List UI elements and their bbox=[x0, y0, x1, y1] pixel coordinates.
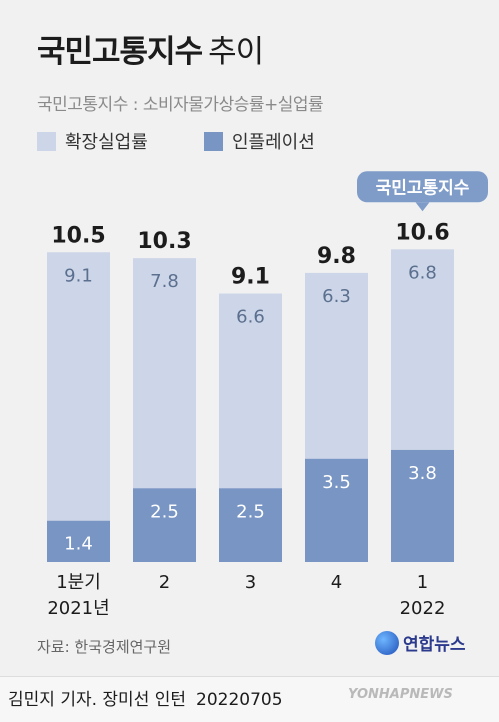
label-unemployment-4: 6.8 bbox=[408, 262, 437, 283]
chart-title: 국민고통지수 추이 bbox=[37, 26, 264, 71]
label-unemployment-1: 7.8 bbox=[150, 271, 179, 292]
label-inflation-1: 2.5 bbox=[150, 501, 179, 522]
x-tick-label-1: 2 bbox=[159, 572, 170, 593]
x-tick-sublabel-4: 2022 bbox=[400, 598, 446, 619]
label-inflation-0: 1.4 bbox=[64, 534, 93, 555]
watermark: YONHAPNEWS bbox=[348, 687, 453, 702]
bar-inflation-0 bbox=[47, 520, 110, 562]
legend-item-unemployment: 확장실업률 bbox=[37, 128, 148, 154]
footer-bar: 김민지 기자. 장미선 인턴 20220705 YONHAPNEWS bbox=[0, 676, 499, 722]
x-tick-label-2: 3 bbox=[245, 572, 256, 593]
credit-date: 20220705 bbox=[196, 690, 283, 710]
legend-label-unemployment: 확장실업률 bbox=[65, 132, 148, 153]
bar-unemployment-1 bbox=[133, 258, 196, 489]
label-unemployment-2: 6.6 bbox=[236, 307, 265, 328]
label-total-2: 9.1 bbox=[231, 265, 270, 290]
label-total-0: 10.5 bbox=[51, 223, 105, 248]
bar-unemployment-0 bbox=[47, 252, 110, 521]
legend-item-inflation: 인플레이션 bbox=[204, 128, 315, 154]
x-tick-label-3: 4 bbox=[331, 572, 342, 593]
bar-unemployment-4 bbox=[391, 249, 454, 450]
stacked-bar-chart: 9.1 1.4 10.5 1분기 2021년 7.8 2.5 10.3 2 6.6 2.5 9.1 3 6… bbox=[47, 171, 488, 619]
label-total-4: 10.6 bbox=[395, 220, 449, 245]
bar-unemployment-3 bbox=[305, 272, 368, 459]
callout-bubble bbox=[357, 171, 488, 203]
source-note: 자료: 한국경제연구원 bbox=[37, 638, 172, 656]
x-tick-label-4: 1 bbox=[417, 572, 428, 593]
label-total-1: 10.3 bbox=[137, 229, 191, 254]
publisher-logo: 연합뉴스 bbox=[375, 630, 466, 655]
chart-subtitle: 국민고통지수 : 소비자물가상승률+실업률 bbox=[37, 95, 324, 115]
credit-names: 김민지 기자. 장미선 인턴 bbox=[8, 690, 187, 710]
label-unemployment-0: 9.1 bbox=[64, 265, 93, 286]
bar-inflation-4 bbox=[391, 449, 454, 562]
label-total-3: 9.8 bbox=[317, 244, 356, 269]
legend-label-inflation: 인플레이션 bbox=[232, 132, 315, 153]
chart-title-main: 국민고통지수 bbox=[37, 34, 203, 70]
x-tick-sublabel-0: 2021년 bbox=[47, 598, 109, 619]
legend-swatch-inflation bbox=[204, 131, 223, 151]
label-inflation-4: 3.8 bbox=[408, 463, 437, 484]
bar-unemployment-2 bbox=[219, 293, 282, 489]
x-tick-label-0: 1분기 bbox=[56, 572, 101, 593]
label-inflation-2: 2.5 bbox=[236, 501, 265, 522]
bar-inflation-2 bbox=[219, 488, 282, 562]
bar-inflation-3 bbox=[305, 458, 368, 562]
bar-inflation-1 bbox=[133, 488, 196, 562]
label-unemployment-3: 6.3 bbox=[322, 286, 351, 307]
publisher-logo-icon bbox=[375, 630, 399, 655]
credit-line: 김민지 기자. 장미선 인턴 20220705 bbox=[8, 685, 283, 710]
legend-swatch-unemployment bbox=[37, 131, 56, 151]
publisher-logo-text: 연합뉴스 bbox=[403, 635, 466, 655]
callout-label: 국민고통지수 bbox=[376, 178, 470, 198]
label-inflation-3: 3.5 bbox=[322, 472, 351, 493]
chart-title-suffix: 추이 bbox=[208, 34, 264, 70]
callout-pointer bbox=[415, 202, 430, 212]
